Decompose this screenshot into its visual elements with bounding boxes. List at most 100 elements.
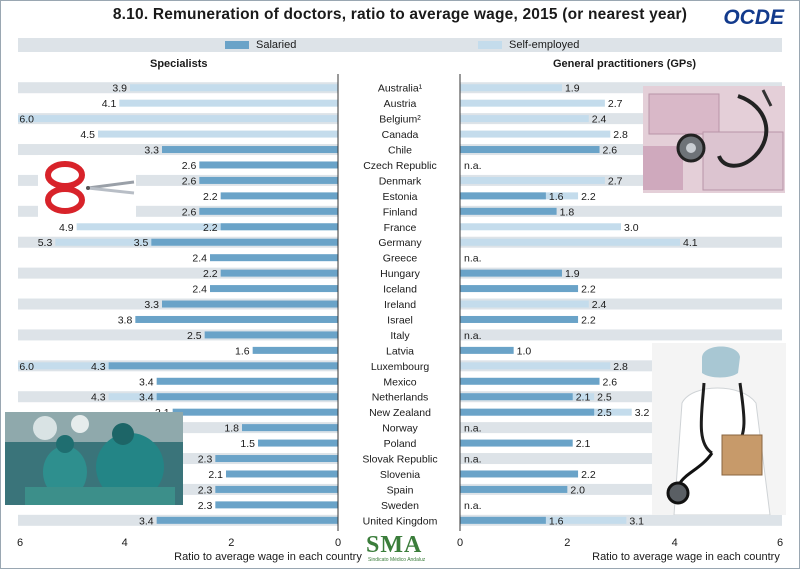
spec-value-salaried-iceland: 2.4: [192, 284, 207, 296]
spec-bar-self-employed-belgium: [18, 115, 338, 123]
country-label-slovenia: Slovenia: [380, 469, 420, 481]
spec-bar-salaried-chile: [162, 146, 338, 154]
spec-bar-salaried-france: [220, 223, 338, 231]
band-right-norway: [460, 422, 782, 434]
gp-bar-salaried-iceland: [460, 285, 579, 293]
spec-value-self-employed-canada: 4.5: [80, 129, 95, 141]
spec-value-self-employed-luxembourg: 6.0: [19, 361, 34, 373]
country-label-spain: Spain: [387, 484, 414, 496]
country-label-canada: Canada: [382, 129, 419, 141]
band-right-spain: [460, 483, 782, 495]
spec-value-self-employed-france: 4.9: [59, 222, 74, 234]
spec-bar-self-employed-austria: [119, 99, 338, 107]
surgeons-icon: [5, 412, 183, 505]
country-label-united-kingdom: United Kingdom: [363, 515, 438, 527]
gp-bar-salaried-hungary: [460, 269, 562, 277]
legend-band: [18, 38, 782, 52]
band-right-luxembourg: [460, 360, 782, 372]
gp-bar-salaried-finland: [460, 207, 557, 215]
spec-bar-salaried-netherlands: [156, 393, 338, 401]
gp-value-salaried-hungary: 1.9: [565, 268, 580, 280]
country-label-czech-republic: Czech Republic: [363, 160, 437, 172]
spec-bar-salaried-poland: [258, 439, 338, 447]
country-label-ireland: Ireland: [384, 299, 416, 311]
gp-value-salaried-netherlands: 2.1: [576, 392, 591, 404]
band-left-finland: [18, 205, 338, 217]
country-label-australia: Australia¹: [378, 83, 423, 95]
spec-value-salaried-latvia: 1.6: [235, 345, 250, 357]
country-label-austria: Austria: [384, 98, 417, 110]
gp-na-greece: n.a.: [464, 253, 482, 265]
country-label-hungary: Hungary: [380, 268, 420, 280]
spec-bar-salaried-slovak-republic: [215, 455, 338, 463]
country-label-slovak-republic: Slovak Republic: [362, 454, 437, 466]
spec-bar-salaried-sweden: [215, 501, 338, 509]
gp-bar-salaried-slovenia: [460, 470, 579, 478]
band-right-denmark: [460, 174, 782, 186]
band-right-slovak-republic: [460, 453, 782, 465]
gp-na-norway: n.a.: [464, 423, 482, 435]
band-left-italy: [18, 329, 338, 341]
country-label-norway: Norway: [382, 423, 418, 435]
spec-xtick-2: 2: [228, 537, 234, 549]
spec-value-self-employed-australia: 3.9: [112, 83, 127, 95]
spec-bar-salaried-mexico: [156, 377, 338, 385]
country-label-germany: Germany: [378, 237, 422, 249]
country-label-chile: Chile: [388, 145, 412, 157]
doctor-stethoscope-icon: [652, 343, 786, 515]
spec-value-salaried-france: 2.2: [203, 222, 218, 234]
gp-value-salaried-poland: 2.1: [576, 438, 591, 450]
country-label-finland: Finland: [383, 206, 418, 218]
gp-value-salaried-finland: 1.8: [560, 206, 575, 218]
spec-value-salaried-poland: 1.5: [240, 438, 255, 450]
spec-xaxis-label: Ratio to average wage in each country: [174, 551, 362, 563]
panel-title-specialists: Specialists: [150, 58, 208, 70]
country-label-latvia: Latvia: [386, 345, 414, 357]
spec-value-salaried-denmark: 2.6: [182, 175, 197, 187]
gp-value-self-employed-luxembourg: 2.8: [613, 361, 628, 373]
spec-xtick-6: 6: [17, 537, 23, 549]
country-label-israel: Israel: [387, 314, 413, 326]
gp-bar-self-employed-france: [460, 223, 621, 231]
band-right-hungary: [460, 267, 782, 279]
spec-value-salaried-hungary: 2.2: [203, 268, 218, 280]
gp-bar-salaried-united-kingdom: [460, 516, 546, 524]
spec-xtick-0: 0: [335, 537, 341, 549]
spec-value-salaried-sweden: 2.3: [198, 500, 213, 512]
spec-bar-salaried-iceland: [210, 285, 338, 293]
country-label-sweden: Sweden: [381, 500, 419, 512]
gp-bar-salaried-estonia: [460, 192, 546, 200]
spec-bar-salaried-czech-republic: [199, 161, 338, 169]
gp-value-salaried-spain: 2.0: [570, 484, 585, 496]
band-right-australia: [460, 82, 782, 94]
country-label-mexico: Mexico: [383, 376, 416, 388]
gp-value-self-employed-new-zealand: 3.2: [635, 407, 650, 419]
spec-value-salaried-united-kingdom: 3.4: [139, 515, 154, 527]
sma-logo: SMA: [366, 532, 423, 558]
country-label-greece: Greece: [383, 253, 418, 265]
spec-bar-salaried-finland: [199, 207, 338, 215]
gp-bar-self-employed-denmark: [460, 176, 605, 184]
gp-value-salaried-latvia: 1.0: [517, 345, 532, 357]
spec-bar-self-employed-canada: [98, 130, 338, 138]
gp-value-salaried-iceland: 2.2: [581, 284, 596, 296]
gp-value-self-employed-ireland: 2.4: [592, 299, 607, 311]
spec-value-self-employed-belgium: 6.0: [19, 114, 34, 126]
spec-value-salaried-norway: 1.8: [224, 423, 239, 435]
gp-na-czech-republic: n.a.: [464, 160, 482, 172]
surgery-photo: [5, 412, 183, 505]
spec-bar-salaried-luxembourg: [108, 362, 339, 370]
gp-value-self-employed-united-kingdom: 3.1: [629, 515, 644, 527]
spec-bar-salaried-estonia: [220, 192, 338, 200]
gp-xtick-2: 2: [564, 537, 570, 549]
spec-bar-self-employed-australia: [130, 84, 338, 92]
spec-value-salaried-netherlands: 3.4: [139, 392, 154, 404]
gp-xtick-4: 4: [672, 537, 678, 549]
spec-value-self-employed-netherlands: 4.3: [91, 392, 106, 404]
legend-salaried-label: Salaried: [256, 39, 297, 51]
gp-na-slovak-republic: n.a.: [464, 454, 482, 466]
spec-value-salaried-israel: 3.8: [118, 314, 133, 326]
legend-self-employed-swatch: [478, 41, 502, 49]
spec-value-salaried-germany: 3.5: [134, 237, 149, 249]
spec-value-salaried-estonia: 2.2: [203, 191, 218, 203]
